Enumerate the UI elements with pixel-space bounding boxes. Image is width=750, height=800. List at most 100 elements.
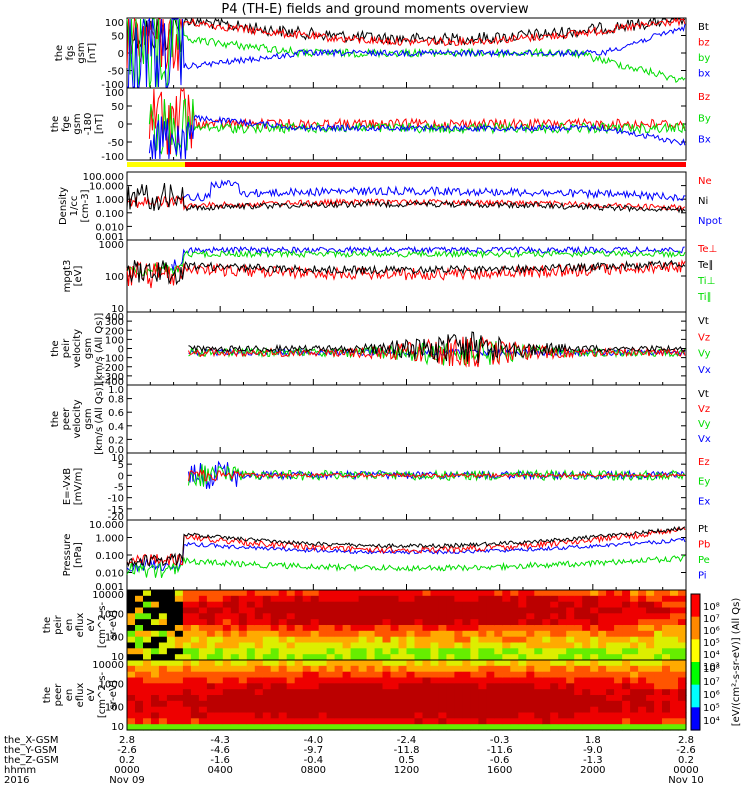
spectro-cell (406, 671, 416, 679)
spectro-cell (526, 636, 535, 644)
spectro-cell (606, 654, 615, 661)
spectro-cell (198, 613, 208, 620)
spectro-cell (430, 724, 440, 731)
spectro-cell (414, 665, 424, 673)
spectro-cell (206, 695, 216, 702)
spectro-cell (598, 718, 607, 725)
panel-6-ylabel: peer (61, 407, 72, 431)
spectro-cell (174, 619, 184, 626)
spectro-cell (127, 590, 136, 597)
spectro-cell (310, 642, 320, 649)
spectro-cell (326, 712, 336, 719)
spectro-cell (638, 671, 647, 679)
spectro-cell (302, 642, 312, 649)
spectro-cell (598, 648, 607, 655)
spectro-cell (390, 677, 400, 684)
spectro-cell (270, 718, 280, 725)
spectro-cell (398, 712, 408, 719)
panel-7-ylabel: [mV/m] (73, 468, 84, 506)
spectro-cell (486, 695, 495, 702)
spectro-cell (206, 683, 216, 690)
spectro-cell (286, 619, 296, 626)
spectro-cell (294, 671, 304, 679)
spectro-cell (590, 718, 599, 725)
spectro-cell (598, 660, 607, 667)
spectrogram-peir (127, 590, 687, 661)
spectro-cell (246, 660, 256, 667)
legend-vx: Vx (698, 365, 711, 376)
spectro-cell (246, 607, 256, 614)
spectro-cell (135, 700, 144, 708)
legend-npot: Npot (698, 216, 722, 227)
spectro-cell (398, 695, 408, 702)
spectro-cell (478, 712, 487, 719)
colorbar-tick-top: 10⁶ (703, 626, 720, 637)
spectro-cell (286, 660, 296, 667)
spectro-cell (127, 706, 136, 714)
spectro-cell (550, 718, 559, 725)
spectro-cell (574, 689, 583, 696)
spectro-cell (238, 648, 248, 655)
spectro-cell (670, 601, 679, 609)
panel-10-ylabel: sr-eV] (108, 680, 119, 709)
panel-9-ylabel: [cm^2-s- (97, 601, 108, 648)
spectro-cell (262, 619, 272, 626)
spectro-cell (510, 595, 519, 603)
spectro-cell (342, 613, 352, 620)
spectro-cell (334, 695, 344, 702)
xaxis-value: 2000 (580, 765, 605, 776)
spectro-cell (174, 706, 184, 714)
spectro-cell (190, 660, 200, 667)
spectro-cell (454, 636, 463, 644)
spectro-cell (174, 636, 184, 644)
spectro-cell (143, 636, 152, 644)
spectrogram-peer (127, 660, 687, 731)
spectro-cell (430, 590, 440, 597)
panel-10-ylabel: peer (53, 683, 64, 707)
spectro-cell (574, 636, 583, 644)
spectro-cell (446, 660, 455, 667)
spectro-cell (438, 660, 447, 667)
spectro-cell (662, 619, 671, 626)
spectro-cell (270, 665, 280, 673)
spectro-cell (350, 689, 360, 696)
spectro-cell (294, 654, 304, 661)
spectro-cell (454, 625, 463, 632)
spectro-cell (294, 590, 304, 597)
spectro-cell (654, 689, 663, 696)
spectro-cell (542, 590, 551, 597)
spectro-cell (151, 630, 160, 638)
spectro-cell (614, 718, 623, 725)
panel-3-ylabel: Density (58, 187, 69, 225)
legend-by: by (698, 53, 710, 64)
spectro-cell (494, 630, 503, 638)
spectro-cell (614, 660, 623, 667)
spectro-cell (630, 601, 639, 609)
spectro-cell (302, 724, 312, 731)
spectro-cell (662, 607, 671, 614)
spectro-cell (143, 695, 152, 702)
spectro-cell (366, 683, 376, 690)
spectro-cell (206, 595, 216, 603)
spectro-cell (238, 660, 248, 667)
panel-2-ytick-label: 100 (105, 88, 124, 99)
spectro-cell (614, 625, 623, 632)
spectro-cell (590, 595, 599, 603)
spectrogram-peer-frame (126, 659, 687, 731)
spectro-cell (670, 590, 679, 597)
spectro-cell (430, 712, 440, 719)
spectro-cell (590, 642, 599, 649)
spectro-cell (646, 613, 655, 620)
spectro-cell (382, 671, 392, 679)
spectro-cell (462, 671, 471, 679)
spectro-cell (462, 706, 471, 714)
xaxis-value: 2.8 (678, 735, 694, 746)
spectro-cell (294, 595, 304, 603)
panel-2-ylabel: [nT] (94, 114, 105, 134)
spectro-cell (598, 712, 607, 719)
spectro-cell (206, 706, 216, 714)
spectro-cell (262, 660, 272, 667)
spectro-cell (438, 671, 447, 679)
colorbar-cell (691, 684, 700, 688)
panel-3-ytick-label: 10.000 (89, 182, 124, 193)
